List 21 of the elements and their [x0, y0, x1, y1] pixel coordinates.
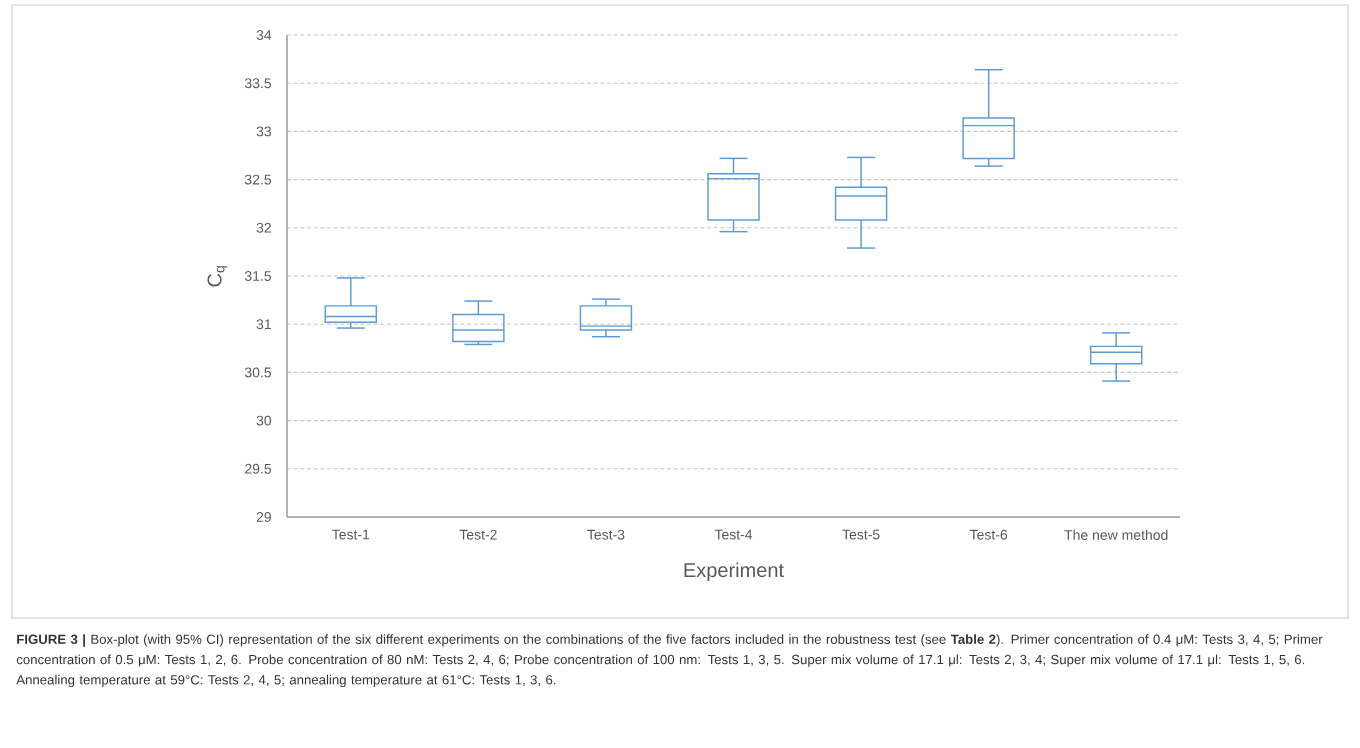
- x-tick-label: Test-2: [459, 529, 497, 540]
- x-tick-label: Test-6: [969, 529, 1008, 540]
- y-axis-title: C$_{q}$: [207, 266, 228, 287]
- x-tick-label: Test-3: [587, 529, 625, 540]
- y-tick-label: 32: [256, 222, 271, 233]
- y-tick-label: 29.5: [245, 463, 272, 474]
- y-tick-label: 30: [256, 415, 272, 426]
- y-tick-label: 29: [256, 512, 271, 522]
- y-tick-label: 33: [256, 126, 272, 137]
- x-tick-label: The new method: [1064, 529, 1168, 540]
- x-tick-label: Test-4: [714, 529, 753, 540]
- text: FIGURE 3 | Box-plot (with 95% CI) representation of the six different experiments on the combinations of the five factors included in the robustness test (see Table 2). Primer concentration of 0.4 μM: Tests 3, 4, 5; Primer concentration of 0.5 μM: Tests 1, 2, 6. Probe concentration of 80 nM: Tests 2, 4, 6; Probe concentration of 100 nm: Tests 1, 3, 5. Super mix volume of 17.1 μl: Tests 2, 3, 4; Super mix volume of 17.1 μl: Tests 1, 5, 6. Annealing temperature at 59°C: Tests 2, 4, 5; annealing temperature at 61°C: Tests 1, 3, 6.: [16, 634, 1323, 688]
- x-tick-label: Test-5: [842, 529, 880, 540]
- y-tick-label: 32.5: [244, 174, 272, 185]
- y-tick-label: 31: [256, 319, 271, 330]
- x-tick-label: Test-1: [332, 529, 370, 540]
- y-tick-label: 30.5: [244, 367, 272, 378]
- y-tick-label: 31.5: [244, 271, 272, 281]
- y-tick-label: 34: [256, 30, 272, 40]
- x-axis-title: Experiment: [684, 562, 784, 582]
- y-tick-label: 33.5: [244, 78, 272, 89]
